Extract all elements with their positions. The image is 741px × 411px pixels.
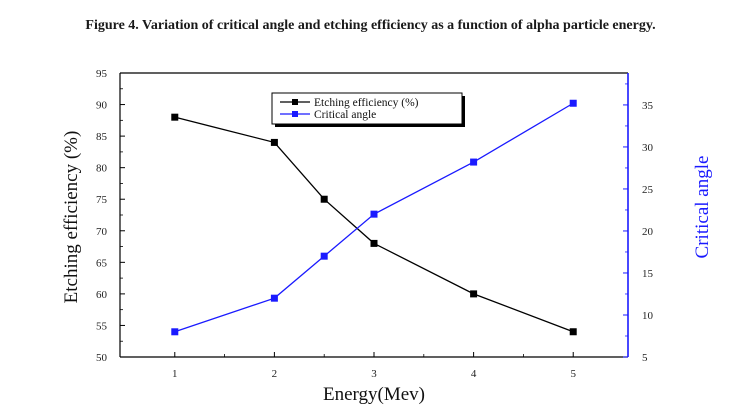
legend-label-1: Etching efficiency (%)	[314, 97, 419, 109]
legend-marker-2	[292, 111, 298, 117]
x-tick-label: 3	[371, 368, 377, 380]
data-point-2	[320, 252, 328, 260]
data-point-2	[270, 294, 278, 302]
data-point-1	[171, 113, 179, 121]
legend-label-2: Critical angle	[314, 109, 376, 121]
legend-marker-1	[292, 99, 298, 105]
data-point-1	[569, 328, 577, 336]
x-tick-label: 5	[570, 368, 576, 380]
x-tick-label: 2	[272, 368, 278, 380]
left-tick-label: 80	[96, 163, 108, 175]
right-tick-label: 15	[642, 268, 654, 280]
left-tick-label: 90	[96, 100, 108, 112]
data-point-2	[370, 210, 378, 218]
left-tick-label: 55	[96, 320, 108, 332]
left-tick-label: 65	[96, 257, 108, 269]
left-tick-label: 50	[96, 352, 108, 364]
x-axis-label: Energy(Mev)	[323, 384, 425, 405]
legend-box	[271, 92, 463, 125]
data-point-1	[270, 138, 278, 146]
y-axis-label-right: Critical angle	[692, 156, 713, 259]
data-point-1	[370, 239, 378, 247]
figure-title: Figure 4. Variation of critical angle an…	[85, 18, 656, 33]
left-tick-label: 60	[96, 289, 108, 301]
right-tick-label: 30	[642, 142, 654, 154]
data-point-1	[470, 290, 478, 298]
left-tick-label: 85	[96, 131, 108, 143]
x-tick-label: 1	[172, 368, 178, 380]
data-point-2	[569, 99, 577, 107]
right-tick-label: 35	[642, 100, 654, 112]
data-point-1	[320, 195, 328, 203]
right-tick-label: 25	[642, 184, 654, 196]
left-tick-label: 70	[96, 226, 108, 238]
right-tick-label: 10	[642, 310, 654, 322]
data-point-2	[470, 158, 478, 166]
series-line-2	[174, 102, 574, 333]
right-tick-label: 20	[642, 226, 654, 238]
data-point-2	[171, 328, 179, 336]
series-line-1	[174, 116, 574, 333]
x-tick-label: 4	[471, 368, 477, 380]
right-tick-label: 5	[642, 352, 648, 364]
left-tick-label: 75	[96, 194, 108, 206]
left-tick-label: 95	[96, 68, 108, 80]
y-axis-label-left: Etching efficiency (%)	[61, 131, 82, 304]
